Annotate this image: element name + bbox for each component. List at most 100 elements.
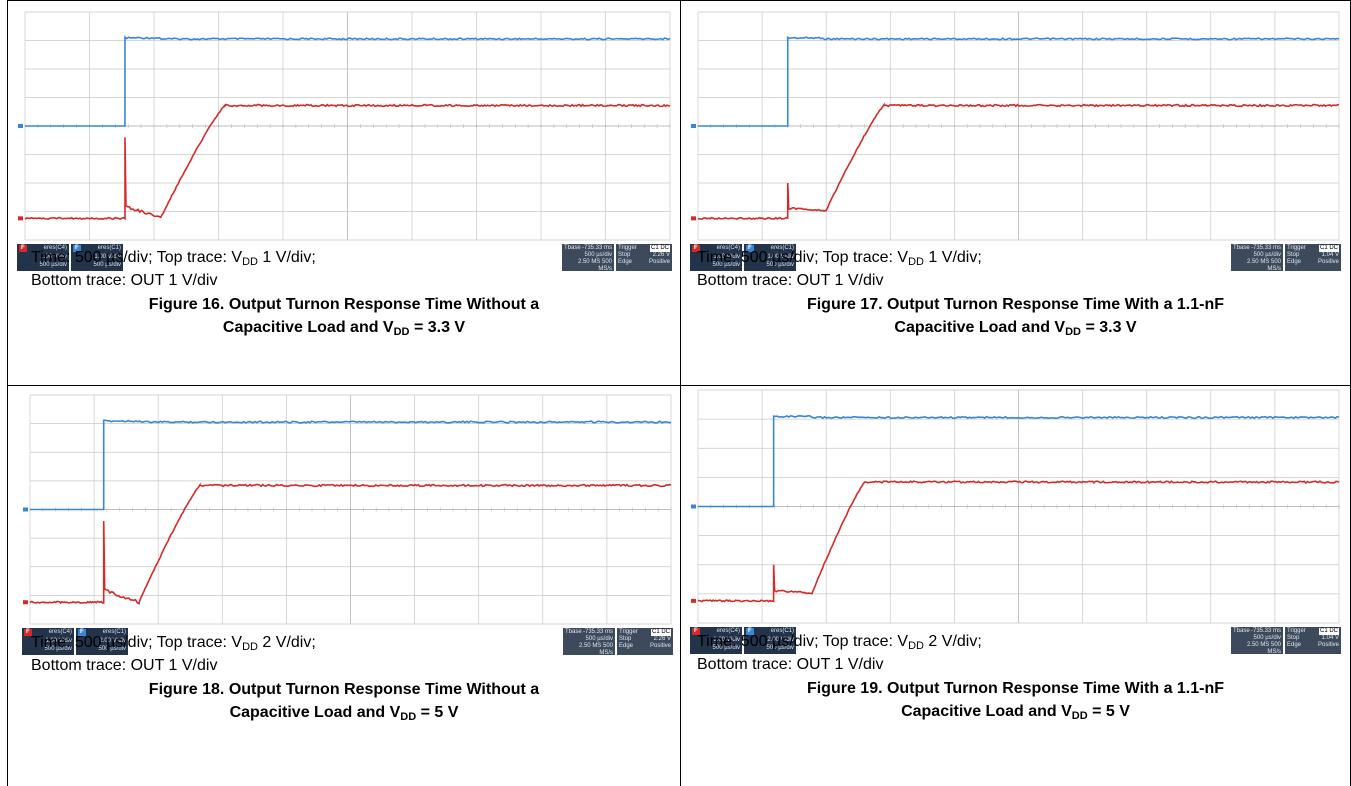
subscript: DD [1065, 326, 1081, 338]
trigger-slope: Positive [1317, 259, 1339, 265]
trigger-tile: Trigger C1 DC Stop 1.04 V Edge Positive [1285, 627, 1341, 654]
figure-annotation-line-1: Time: 500 µs/div; Top trace: VDD 2 V/div… [697, 630, 982, 658]
caption-text: = 3.3 V [1081, 319, 1137, 336]
oscilloscope-screen [690, 10, 1341, 246]
table-border-top [7, 0, 1351, 1]
timebase-tile: Tbase -735.33 ms 500 µs/div 2.50 MS 500 MS… [563, 628, 615, 656]
scope-plot [23, 394, 672, 625]
trigger-type: Edge [619, 643, 634, 649]
trigger-channel: C1 DC [1318, 628, 1339, 635]
table-border-middle-vertical [680, 0, 681, 786]
annotation-text: 2 V/div; [257, 634, 316, 651]
annotation-text: s/div; Top trace: V [115, 249, 243, 266]
channel-tdiv: 500 µs/div [44, 646, 72, 652]
trace-bottom-out [697, 480, 1340, 603]
caption-text: Capacitive Load and V [229, 704, 401, 721]
timebase-value: -735.33 ms [1250, 628, 1281, 634]
channel-marker-bottom [18, 216, 23, 221]
scope-plot [18, 11, 671, 241]
timebase-rate: 2.50 MS 500 MS/s [577, 259, 612, 272]
trigger-type: Edge [618, 259, 633, 265]
trace-bottom-out [24, 103, 671, 221]
trigger-type: Edge [1287, 642, 1302, 648]
scope-grid [697, 389, 1340, 624]
channel-vdiv: 1.00 V/div [40, 254, 67, 260]
annotation-text: Time: 500 [31, 634, 106, 651]
figure-annotation-line-1: Time: 500 µs/div; Top trace: VDD 1 V/div… [31, 246, 316, 274]
figure-caption-line-1: Figure 18. Output Turnon Response Time W… [148, 681, 540, 698]
caption-text: Capacitive Load and V [901, 703, 1072, 720]
timebase-value: -735.33 ms [1250, 245, 1281, 251]
channel-name: eres(C4) [43, 245, 67, 251]
channel-name: eres(C1) [102, 629, 126, 635]
trigger-slope: Positive [649, 643, 671, 649]
timebase-label: Tbase [1233, 245, 1250, 251]
figure-annotation-line-2: Bottom trace: OUT 1 V/div [697, 656, 884, 673]
annotation-text: Time: 500 [697, 633, 772, 650]
scope-grid [697, 11, 1340, 241]
timebase-tile: Tbase -735.33 ms 500 µs/div 2.50 MS 500 MS… [1231, 627, 1283, 655]
table-border-middle-horizontal [7, 385, 1351, 386]
trigger-label: Trigger [1287, 628, 1306, 634]
trigger-mode: Stop [618, 252, 631, 258]
channel-marker-top [691, 504, 696, 509]
annotation-text: s/div; Top trace: V [115, 634, 243, 651]
channel-marker-bottom [691, 598, 696, 603]
timebase-div: 500 µs/div [585, 636, 613, 642]
channel-name: eres(C1) [770, 245, 794, 251]
trigger-level: 2.26 V [653, 636, 671, 642]
timebase-label: Tbase [565, 629, 582, 635]
subscript: DD [242, 256, 258, 268]
mu-symbol: µ [106, 249, 116, 266]
trigger-level: 2.26 V [652, 252, 670, 258]
caption-text: = 5 V [1087, 703, 1130, 720]
trace-top-vdd [25, 35, 671, 127]
annotation-text: 1 V/div; [923, 249, 982, 266]
subscript: DD [1071, 710, 1088, 722]
trigger-label: Trigger [1287, 245, 1306, 251]
timebase-tile: Tbase -735.33 ms 500 µs/div 2.50 MS 500 MS… [1231, 244, 1283, 272]
annotation-text: s/div; Top trace: V [781, 633, 909, 650]
subscript: DD [908, 256, 924, 268]
channel-name: eres(C4) [716, 628, 740, 634]
annotation-text: Time: 500 [31, 249, 106, 266]
trace-top-vdd [698, 36, 1340, 127]
channel-marker-bottom [691, 216, 696, 221]
timebase-label: Tbase [1233, 628, 1250, 634]
channel-vdiv: 1.00 V/div [713, 254, 740, 260]
oscilloscope-screen [22, 393, 673, 630]
figure-caption-line-1: Figure 16. Output Turnon Response Time W… [148, 296, 540, 313]
trigger-level: 1.04 V [1321, 252, 1339, 258]
annotation-text: 2 V/div; [923, 633, 982, 650]
subscript: DD [242, 641, 258, 653]
scope-plot [691, 389, 1340, 624]
timebase-div: 500 µs/div [1253, 635, 1281, 641]
channel-vdiv: 2.00 V/div [99, 638, 126, 644]
channel-tag: F [19, 245, 27, 252]
subscript: DD [393, 326, 410, 338]
channel-tag: F [692, 245, 700, 252]
channel-vdiv: 1.00 V/div [767, 254, 794, 260]
subscript: DD [400, 711, 417, 723]
trigger-mode: Stop [1287, 252, 1300, 258]
channel-marker-top [691, 124, 696, 128]
figure-caption-line-1: Figure 19. Output Turnon Response Time W… [806, 680, 1225, 697]
figure-annotation-line-1: Time: 500 µs/div; Top trace: VDD 2 V/div… [31, 631, 316, 659]
scope-grid [24, 11, 671, 241]
figure-annotation-line-2: Bottom trace: OUT 1 V/div [31, 272, 218, 289]
scope-grid [29, 394, 672, 625]
channel-tag: F [746, 245, 754, 252]
annotation-text: s/div; Top trace: V [781, 249, 909, 266]
mu-symbol: µ [772, 633, 782, 650]
trigger-tile: Trigger C1 DC Stop 2.26 V Edge Positive [616, 244, 672, 271]
trigger-channel: C1 DC [649, 245, 670, 252]
trigger-channel: C1 DC [1318, 245, 1339, 252]
caption-text: Capacitive Load and V [894, 319, 1066, 336]
trigger-tile: Trigger C1 DC Stop 2.26 V Edge Positive [617, 628, 673, 655]
